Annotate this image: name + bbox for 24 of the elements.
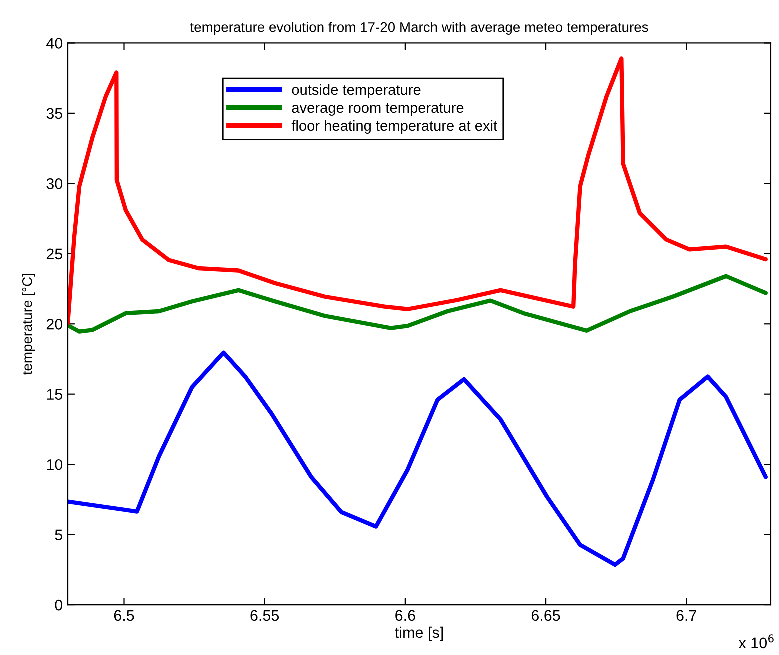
x-axis-title: time [s] [395, 626, 444, 642]
x-tick-label: 6.6 [396, 610, 416, 622]
y-tick-label: 15 [47, 389, 63, 400]
text: x 10$^{6}$ [738, 634, 774, 649]
y-tick-label: 5 [55, 530, 63, 540]
y-tick-label: 25 [46, 248, 63, 260]
y-tick-label: 30 [46, 178, 63, 190]
y-tick-label: 35 [46, 108, 63, 120]
y-tick-label: 0 [55, 600, 63, 611]
line-series [68, 350, 768, 568]
y-axis-title: temperature [°C] [22, 274, 36, 375]
chart-title: temperature evolution from 17-20 March with average meteo temperatures [190, 22, 648, 35]
line-series [68, 56, 768, 326]
x-tick-label: 6.5 [114, 610, 134, 622]
legend-label: outside temperature [292, 84, 421, 98]
x-tick-label: 6.55 [250, 610, 280, 622]
legend-label: floor heating temperature at exit [292, 120, 498, 134]
y-tick-label: 40 [46, 38, 63, 49]
y-tick-label: 10 [47, 459, 63, 470]
legend-label: average room temperature [292, 104, 464, 116]
x-tick-label: 6.7 [676, 610, 696, 622]
x-tick-label: 6.65 [532, 610, 560, 622]
line-series [68, 274, 768, 334]
y-tick-label: 20 [46, 318, 63, 330]
